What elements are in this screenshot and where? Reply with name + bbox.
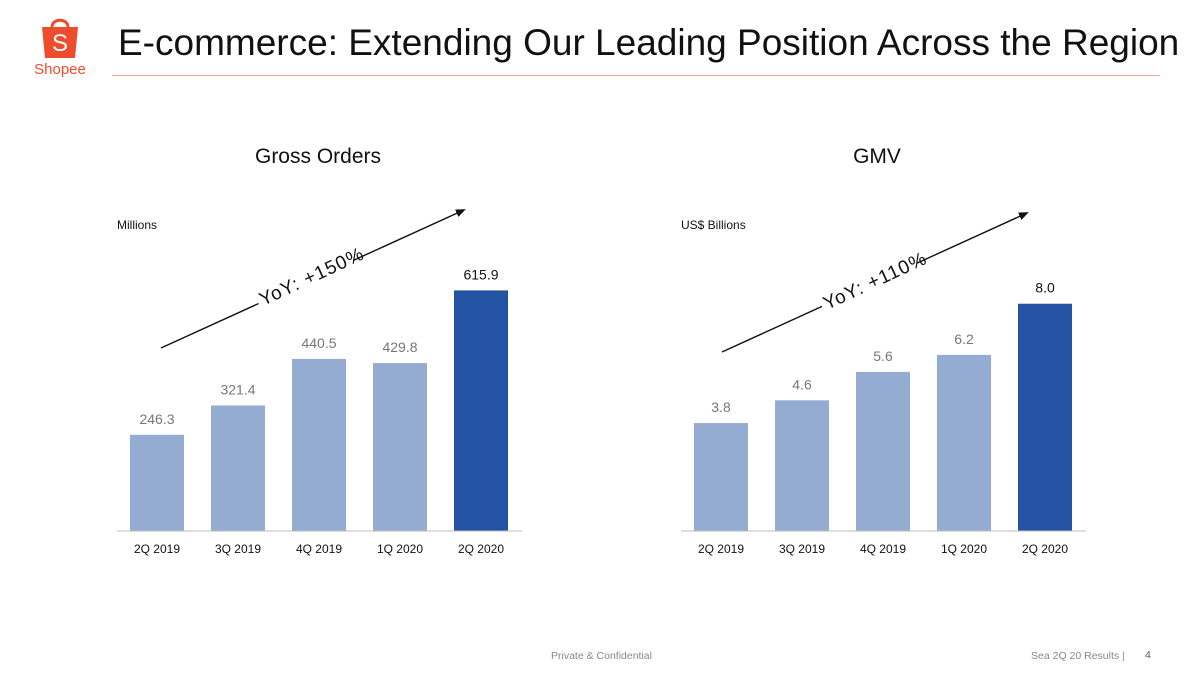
gmv-bar-2 xyxy=(856,371,910,531)
gmv-yoy-annotation: YoY: +110% xyxy=(820,248,930,314)
gross-orders-value-label-3: 429.8 xyxy=(382,339,417,355)
gmv-bar-4 xyxy=(1018,303,1072,531)
gross-orders-bar-2 xyxy=(292,358,346,531)
gross-orders-tick-label-3: 1Q 2020 xyxy=(377,542,423,556)
gmv-tick-label-0: 2Q 2019 xyxy=(698,542,744,556)
gross-orders-tick-label-2: 4Q 2019 xyxy=(296,542,342,556)
brand-name: Shopee xyxy=(34,61,86,78)
gross-orders-bar-4 xyxy=(454,290,508,531)
footer-results: Sea 2Q 20 Results | xyxy=(1031,650,1125,662)
gross-orders-unit-label: Millions xyxy=(117,218,157,232)
page-title: E-commerce: Extending Our Leading Positi… xyxy=(118,22,1180,63)
shopping-bag-icon: S xyxy=(42,18,78,58)
gmv-bar-0 xyxy=(694,423,748,531)
gross-orders-bar-0 xyxy=(130,434,184,531)
gmv-chart: GMV US$ Billions 3.8 2Q 2019 4.6 3Q 2019 5.6 4Q… xyxy=(681,145,1086,556)
gmv-tick-label-1: 3Q 2019 xyxy=(779,542,825,556)
gmv-bar-3 xyxy=(937,354,991,531)
gross-orders-value-label-0: 246.3 xyxy=(139,411,174,427)
svg-text:S: S xyxy=(52,30,68,57)
gmv-chart-title: GMV xyxy=(853,145,901,168)
gmv-unit-label: US$ Billions xyxy=(681,218,746,232)
gmv-value-label-2: 5.6 xyxy=(873,348,893,364)
gmv-value-label-4: 8.0 xyxy=(1035,280,1055,296)
gross-orders-bar-3 xyxy=(373,363,427,531)
title-divider xyxy=(112,75,1160,76)
gmv-value-label-1: 4.6 xyxy=(792,376,812,392)
shopee-logo: S Shopee xyxy=(28,14,92,86)
page-number: 4 xyxy=(1145,649,1151,661)
gmv-value-label-3: 6.2 xyxy=(954,331,974,347)
gross-orders-value-label-4: 615.9 xyxy=(463,266,498,282)
gmv-tick-label-4: 2Q 2020 xyxy=(1022,542,1068,556)
gmv-value-label-0: 3.8 xyxy=(711,399,731,415)
gross-orders-tick-label-1: 3Q 2019 xyxy=(215,542,261,556)
gmv-bar-1 xyxy=(775,400,829,531)
gmv-tick-label-3: 1Q 2020 xyxy=(941,542,987,556)
gross-orders-tick-label-4: 2Q 2020 xyxy=(458,542,504,556)
gross-orders-chart-title: Gross Orders xyxy=(255,145,381,168)
gross-orders-value-label-2: 440.5 xyxy=(301,335,336,351)
gross-orders-bar-1 xyxy=(211,405,265,531)
gross-orders-chart: Gross Orders Millions 246.3 2Q 2019 321.4 3Q … xyxy=(117,145,522,556)
gross-orders-tick-label-0: 2Q 2019 xyxy=(134,542,180,556)
gross-orders-value-label-1: 321.4 xyxy=(220,381,255,397)
footer-confidential: Private & Confidential xyxy=(551,650,652,662)
gmv-tick-label-2: 4Q 2019 xyxy=(860,542,906,556)
